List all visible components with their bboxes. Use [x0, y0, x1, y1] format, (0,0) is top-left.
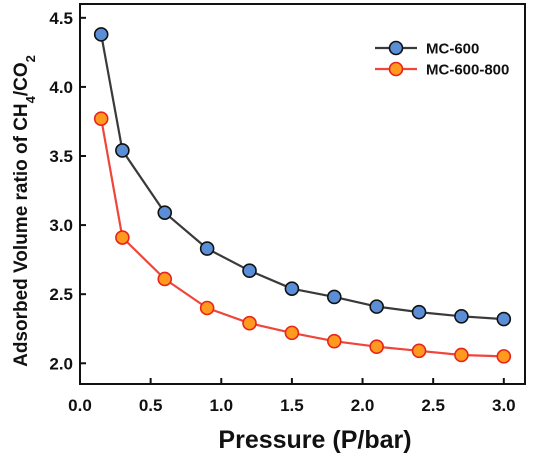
x-tick-label: 1.5: [280, 396, 304, 415]
x-axis-label: Pressure (P/bar): [218, 426, 411, 454]
svg-text:Adsorbed Volume ratio of CH4/: Adsorbed Volume ratio of CH4/CO2: [11, 55, 38, 367]
data-point-mc-600-800: [115, 230, 130, 245]
data-point-mc-600: [199, 241, 215, 256]
data-point-mc-600: [326, 289, 342, 305]
y-tick-label: 4.5: [49, 9, 73, 28]
legend-marker-mc-600-800: [388, 61, 404, 77]
x-tick-label: 2.5: [421, 396, 445, 415]
y-axis-label: Adsorbed Volume ratio of CH4/CO2: [11, 55, 38, 367]
series-line-mc-600-800: [100, 118, 504, 358]
y-tick-label: 3.5: [49, 147, 73, 166]
x-tick-label: 0.0: [68, 396, 92, 415]
legend-label-mc-600: MC-600: [426, 41, 479, 58]
data-point-mc-600: [157, 205, 173, 220]
legend: MC-600 MC-600-800: [375, 41, 509, 79]
x-tick-label: 0.5: [139, 396, 163, 415]
data-point-mc-600-800: [454, 347, 469, 363]
data-point-mc-600-800: [157, 271, 173, 287]
data-point-mc-600: [115, 143, 130, 158]
data-point-mc-600-800: [411, 343, 427, 359]
y-axis-label-sub-2: 2: [23, 55, 38, 62]
data-point-mc-600: [93, 27, 109, 42]
legend-label-mc-600-800: MC-600-800: [426, 62, 509, 79]
y-axis-label-main: Adsorbed Volume ratio of CH: [11, 103, 32, 367]
legend-marker-mc-600: [388, 40, 404, 56]
data-point-mc-600-800: [199, 300, 215, 316]
data-point-mc-600-800: [326, 333, 342, 349]
data-point-mc-600-800: [369, 339, 384, 354]
data-point-mc-600: [242, 263, 257, 278]
y-axis-label-sub-4: 4: [23, 95, 38, 103]
y-tick-label: 2.0: [49, 354, 73, 373]
data-point-mc-600: [284, 281, 300, 296]
y-tick-label: 4.0: [49, 78, 73, 97]
data-point-mc-600-800: [496, 349, 512, 364]
plot-frame: [79, 3, 526, 385]
data-point-mc-600-800: [284, 325, 300, 341]
data-point-mc-600: [369, 299, 384, 314]
y-tick-label: 2.5: [49, 285, 73, 304]
x-tick-label: 2.0: [351, 396, 375, 415]
data-point-mc-600-800: [93, 111, 109, 126]
x-tick-label: 1.0: [209, 396, 233, 415]
data-point-mc-600: [411, 304, 427, 320]
x-tick-label: 3.0: [492, 396, 516, 415]
data-point-mc-600-800: [242, 315, 257, 331]
data-point-mc-600: [496, 311, 512, 327]
data-point-mc-600: [454, 308, 469, 324]
y-tick-label: 3.0: [49, 216, 73, 235]
y-axis-label-mid: /CO: [11, 62, 32, 96]
